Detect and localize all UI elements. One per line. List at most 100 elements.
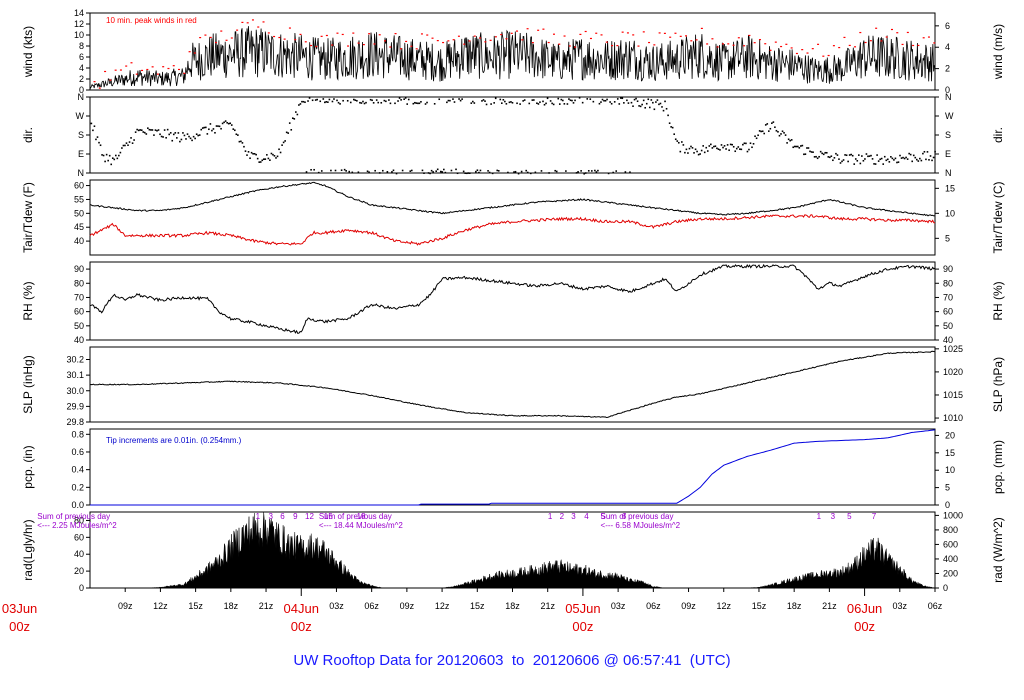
dir-point — [926, 151, 929, 153]
dir-point — [159, 133, 161, 136]
wind-peak-point — [922, 37, 925, 39]
dir-point — [211, 129, 213, 132]
dir-point — [581, 101, 584, 104]
dir-point — [919, 157, 921, 160]
wind-peak-point — [732, 44, 735, 46]
dir-point — [354, 99, 357, 102]
dir-point — [652, 101, 654, 104]
dir-point — [453, 101, 456, 103]
wind-peak-point — [679, 35, 682, 37]
x-tick-label: 12z — [153, 601, 168, 611]
rad-hour-label: 15 — [324, 512, 333, 521]
dir-point — [870, 154, 872, 157]
day-label: 05Jun — [565, 601, 600, 616]
dir-point — [359, 101, 361, 104]
dir-point — [562, 99, 564, 102]
pcp-right-tick-label: 15 — [945, 448, 955, 458]
dir-point — [783, 132, 785, 134]
dir-point — [183, 134, 186, 137]
wind-peak-point — [843, 36, 846, 39]
dir-point — [623, 102, 625, 104]
temp-right-tick-label: 15 — [945, 183, 955, 193]
dir-right-tick-label: N — [945, 168, 952, 178]
rh-left-tick-label: 80 — [74, 278, 84, 288]
dir-point — [226, 121, 228, 124]
dir-point — [818, 155, 820, 158]
rad-hour-label: 1 — [548, 512, 553, 521]
dir-point — [330, 169, 332, 172]
temp-left-tick-label: 55 — [74, 194, 84, 204]
wind-peak-point — [294, 39, 297, 41]
dir-point — [838, 158, 840, 160]
dir-point — [681, 141, 683, 143]
pcp-left-axis-label: pcp. (in) — [21, 445, 35, 488]
dir-point — [201, 127, 204, 129]
dir-point — [705, 146, 708, 149]
dir-point — [902, 156, 904, 159]
wind-peak-point — [199, 36, 202, 39]
dir-point — [906, 158, 909, 160]
wind-peak-point — [156, 73, 159, 75]
dir-point — [342, 99, 344, 102]
wind-peak-point — [347, 45, 350, 47]
dir-point — [520, 170, 523, 173]
dir-point — [716, 147, 718, 150]
wind-peak-point — [531, 41, 534, 44]
dir-point — [104, 160, 106, 163]
temp-right-tick-label: 5 — [945, 233, 950, 243]
pcp-left-tick-label: 0.4 — [71, 465, 84, 475]
slp-right-tick-label: 1020 — [943, 367, 963, 377]
rad-hour-label: 3 — [571, 512, 576, 521]
rad-right-tick-label: 1000 — [943, 510, 963, 520]
wind-peak-point — [494, 36, 497, 38]
dir-point — [761, 130, 764, 133]
dir-point — [917, 160, 920, 162]
dir-point — [648, 106, 651, 109]
wind-peak-point — [489, 39, 492, 41]
dir-point — [523, 99, 526, 101]
dir-point — [667, 114, 669, 117]
dir-point — [154, 129, 157, 131]
dir-point — [882, 163, 885, 165]
wind-peak-point — [674, 32, 677, 34]
wind-peak-point — [516, 30, 519, 32]
dir-point — [699, 153, 701, 155]
dir-point — [543, 103, 546, 106]
dir-point — [290, 129, 293, 131]
dir-point — [485, 103, 488, 106]
dir-point — [139, 129, 142, 131]
rad-hour-label: 6 — [280, 512, 285, 521]
dir-point — [635, 97, 637, 100]
dir-point — [630, 101, 633, 104]
footer-time: 06:57:41 — [623, 652, 682, 669]
dir-point — [299, 103, 302, 105]
dir-point — [417, 102, 419, 105]
dir-point — [383, 99, 386, 102]
wind-peak-point — [130, 62, 133, 64]
dir-point — [728, 149, 730, 152]
dir-point — [739, 148, 741, 150]
x-tick-label: 12z — [716, 601, 731, 611]
dir-point — [282, 141, 285, 144]
dir-point — [542, 100, 544, 103]
slp-left-tick-label: 30.1 — [66, 370, 84, 380]
pcp-right-tick-label: 0 — [945, 500, 950, 510]
day-hour-label: 00z — [854, 619, 875, 634]
wind-peak-point — [552, 33, 555, 35]
day-hour-label: 00z — [291, 619, 312, 634]
dir-point — [786, 142, 788, 144]
dir-point — [633, 98, 636, 101]
dir-point — [107, 159, 109, 162]
dir-point — [558, 103, 561, 105]
wind-peak-point — [320, 35, 323, 37]
wind-peak-point — [711, 38, 714, 40]
dir-point — [679, 150, 682, 153]
dir-point — [110, 163, 113, 166]
dir-point — [172, 133, 175, 136]
dir-point — [616, 98, 619, 100]
dir-point — [386, 171, 389, 173]
wind-peak-point — [214, 41, 217, 44]
wind-peak-point — [832, 45, 835, 47]
wind-peak-point — [621, 31, 624, 33]
wind-peak-point — [906, 31, 909, 34]
